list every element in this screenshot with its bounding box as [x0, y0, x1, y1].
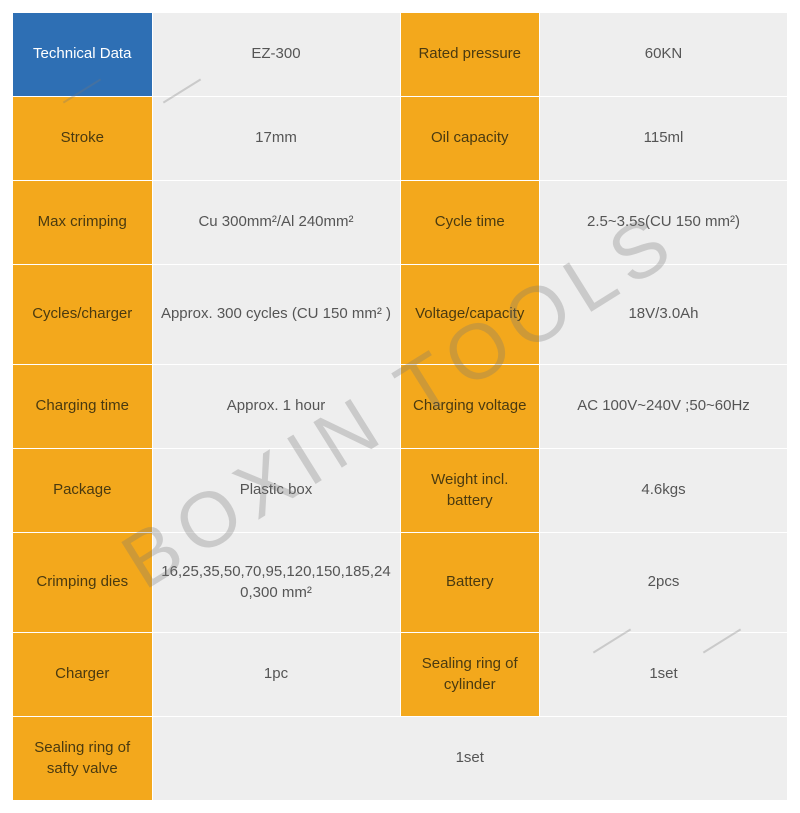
- label-voltage-capacity: Voltage/capacity: [400, 265, 540, 365]
- value-sealing-cylinder: 1set: [540, 633, 788, 717]
- table-row: Sealing ring of safty valve1set: [13, 717, 788, 801]
- table-row: Crimping dies16,25,35,50,70,95,120,150,1…: [13, 533, 788, 633]
- value-model: EZ-300: [152, 13, 400, 97]
- value-sealing-valve: 1set: [152, 717, 788, 801]
- spec-table-container: Technical DataEZ-300Rated pressure60KNSt…: [0, 0, 800, 813]
- value-oil-capacity: 115ml: [540, 97, 788, 181]
- table-row: Technical DataEZ-300Rated pressure60KN: [13, 13, 788, 97]
- table-row: Charging timeApprox. 1 hourCharging volt…: [13, 365, 788, 449]
- value-weight: 4.6kgs: [540, 449, 788, 533]
- label-battery: Battery: [400, 533, 540, 633]
- label-charging-voltage: Charging voltage: [400, 365, 540, 449]
- table-row: Stroke17mmOil capacity115ml: [13, 97, 788, 181]
- value-battery: 2pcs: [540, 533, 788, 633]
- value-package: Plastic box: [152, 449, 400, 533]
- table-row: Charger1pcSealing ring of cylinder1set: [13, 633, 788, 717]
- value-cycles-charger: Approx. 300 cycles (CU 150 mm² ): [152, 265, 400, 365]
- label-rated-pressure: Rated pressure: [400, 13, 540, 97]
- label-crimping-dies: Crimping dies: [13, 533, 153, 633]
- value-charging-time: Approx. 1 hour: [152, 365, 400, 449]
- value-cycle-time: 2.5~3.5s(CU 150 mm²): [540, 181, 788, 265]
- value-max-crimping: Cu 300mm²/Al 240mm²: [152, 181, 400, 265]
- value-stroke: 17mm: [152, 97, 400, 181]
- value-rated-pressure: 60KN: [540, 13, 788, 97]
- label-max-crimping: Max crimping: [13, 181, 153, 265]
- label-stroke: Stroke: [13, 97, 153, 181]
- table-row: Cycles/chargerApprox. 300 cycles (CU 150…: [13, 265, 788, 365]
- table-row: Max crimpingCu 300mm²/Al 240mm²Cycle tim…: [13, 181, 788, 265]
- label-charger: Charger: [13, 633, 153, 717]
- label-charging-time: Charging time: [13, 365, 153, 449]
- label-package: Package: [13, 449, 153, 533]
- label-oil-capacity: Oil capacity: [400, 97, 540, 181]
- spec-table: Technical DataEZ-300Rated pressure60KNSt…: [12, 12, 788, 801]
- table-row: PackagePlastic boxWeight incl. battery4.…: [13, 449, 788, 533]
- label-sealing-valve: Sealing ring of safty valve: [13, 717, 153, 801]
- label-technical-data: Technical Data: [13, 13, 153, 97]
- value-charger: 1pc: [152, 633, 400, 717]
- label-cycle-time: Cycle time: [400, 181, 540, 265]
- label-cycles-charger: Cycles/charger: [13, 265, 153, 365]
- value-voltage-capacity: 18V/3.0Ah: [540, 265, 788, 365]
- label-weight: Weight incl. battery: [400, 449, 540, 533]
- value-charging-voltage: AC 100V~240V ;50~60Hz: [540, 365, 788, 449]
- label-sealing-cylinder: Sealing ring of cylinder: [400, 633, 540, 717]
- value-crimping-dies: 16,25,35,50,70,95,120,150,185,240,300 mm…: [152, 533, 400, 633]
